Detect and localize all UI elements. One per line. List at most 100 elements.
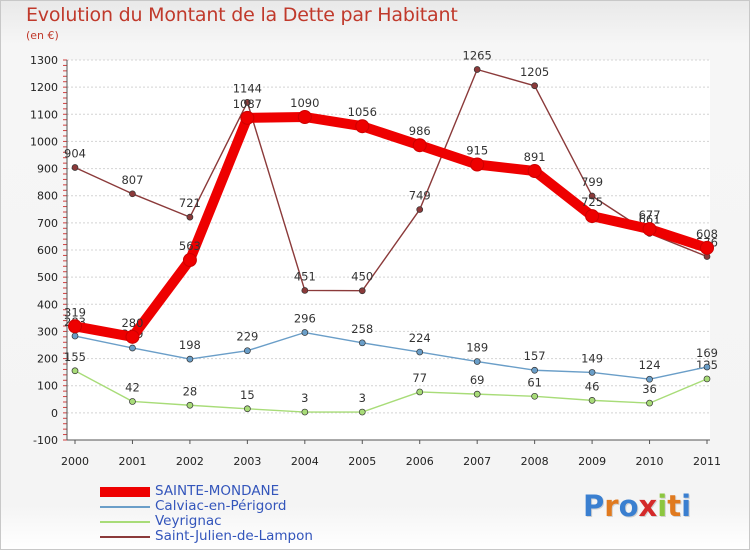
data-point bbox=[473, 390, 481, 398]
data-point bbox=[355, 119, 370, 134]
data-label: 258 bbox=[351, 322, 373, 336]
legend-label: SAINTE-MONDANE bbox=[155, 483, 280, 499]
legend-label: Veyrignac bbox=[155, 513, 222, 529]
x-tick-label: 2001 bbox=[118, 455, 146, 468]
data-point bbox=[531, 366, 538, 374]
data-point bbox=[244, 405, 251, 413]
data-point bbox=[470, 157, 485, 172]
y-tick-label: 1300 bbox=[30, 54, 58, 67]
legend-swatch bbox=[100, 521, 150, 523]
data-label: 1144 bbox=[233, 81, 262, 95]
data-label: 28 bbox=[183, 384, 198, 398]
data-point bbox=[473, 66, 481, 73]
data-label: 608 bbox=[696, 227, 718, 241]
x-tick-label: 2011 bbox=[693, 455, 721, 468]
data-point bbox=[71, 367, 79, 375]
data-point bbox=[186, 355, 194, 363]
series-line bbox=[70, 112, 712, 342]
logo-letter: i bbox=[681, 489, 692, 523]
y-tick-label: 900 bbox=[37, 163, 58, 176]
data-point bbox=[244, 347, 251, 355]
x-tick-label: 2008 bbox=[521, 455, 549, 468]
x-tick-label: 2004 bbox=[291, 455, 319, 468]
x-tick-label: 2003 bbox=[233, 455, 261, 468]
data-point bbox=[531, 82, 538, 90]
logo-letter: i bbox=[657, 489, 668, 523]
data-label: 891 bbox=[524, 150, 546, 164]
logo-letter: o bbox=[618, 489, 639, 523]
data-point bbox=[527, 164, 542, 179]
x-tick-label: 2010 bbox=[636, 455, 664, 468]
x-tick-label: 2002 bbox=[176, 455, 204, 468]
data-point bbox=[129, 398, 136, 405]
legend-swatch bbox=[100, 536, 150, 538]
data-point bbox=[68, 319, 82, 334]
data-label: 807 bbox=[121, 173, 143, 187]
series-line bbox=[74, 370, 708, 413]
data-label: 1205 bbox=[520, 65, 549, 79]
data-point bbox=[297, 110, 312, 124]
data-point bbox=[646, 375, 653, 383]
data-label: 198 bbox=[179, 338, 201, 352]
data-point bbox=[358, 287, 366, 295]
line-chart: -100 0 100 200 300 400 500 600 700 800 900 1000 1100… bbox=[30, 49, 721, 469]
data-label: 280 bbox=[121, 316, 143, 330]
data-label: 1056 bbox=[348, 105, 377, 119]
data-label: 451 bbox=[294, 269, 316, 283]
x-tick-label: 2006 bbox=[406, 455, 434, 468]
data-point bbox=[642, 222, 657, 237]
data-point bbox=[588, 397, 596, 404]
x-tick-label: 2007 bbox=[463, 455, 491, 468]
data-point bbox=[585, 209, 600, 224]
data-point bbox=[71, 164, 79, 171]
y-tick-label: 600 bbox=[37, 244, 58, 257]
y-tick-label: 200 bbox=[37, 353, 58, 366]
data-point bbox=[703, 375, 711, 383]
chart-title: Evolution du Montant de la Dette par Hab… bbox=[26, 4, 458, 26]
data-label: 69 bbox=[470, 373, 485, 387]
data-label: 296 bbox=[294, 312, 316, 326]
legend-label: Calviac-en-Périgord bbox=[155, 498, 287, 514]
data-label: 799 bbox=[581, 175, 603, 189]
data-label: 1087 bbox=[233, 97, 262, 111]
data-label: 36 bbox=[642, 382, 657, 396]
data-point bbox=[186, 401, 194, 409]
data-label: 124 bbox=[639, 358, 661, 372]
data-label: 986 bbox=[409, 124, 431, 138]
y-tick-label: 800 bbox=[37, 190, 58, 203]
y-tick-label: 1100 bbox=[30, 108, 58, 121]
data-point bbox=[182, 253, 197, 268]
data-point bbox=[358, 408, 366, 416]
y-tick-label: 500 bbox=[37, 271, 58, 284]
y-tick-label: 700 bbox=[37, 217, 58, 230]
data-label: 904 bbox=[64, 146, 86, 160]
y-tick-label: 400 bbox=[37, 298, 58, 311]
data-point bbox=[588, 369, 596, 376]
data-point bbox=[588, 192, 596, 200]
x-tick-label: 2009 bbox=[578, 455, 606, 468]
data-label: 319 bbox=[64, 305, 86, 319]
x-tick-label: 2005 bbox=[348, 455, 376, 468]
data-label: 915 bbox=[466, 144, 488, 158]
logo-letter: t bbox=[667, 489, 682, 523]
data-label: 1090 bbox=[290, 96, 319, 110]
data-label: 224 bbox=[409, 331, 431, 345]
data-label: 42 bbox=[125, 380, 140, 394]
y-tick-label: 100 bbox=[37, 380, 58, 393]
data-label: 157 bbox=[524, 349, 546, 363]
data-point bbox=[416, 388, 424, 396]
y-tick-label: -100 bbox=[33, 434, 58, 447]
data-label: 1265 bbox=[463, 49, 492, 63]
data-point bbox=[244, 98, 251, 106]
data-point bbox=[125, 329, 140, 344]
data-point bbox=[646, 399, 653, 407]
data-label: 155 bbox=[64, 350, 86, 364]
logo-letter: r bbox=[604, 489, 619, 523]
data-label: 229 bbox=[236, 330, 258, 344]
series-line bbox=[74, 331, 708, 380]
data-label: 169 bbox=[696, 346, 718, 360]
data-label: 15 bbox=[240, 388, 255, 402]
data-point bbox=[129, 344, 136, 352]
logo-letter: x bbox=[638, 489, 658, 523]
data-point bbox=[129, 190, 136, 198]
